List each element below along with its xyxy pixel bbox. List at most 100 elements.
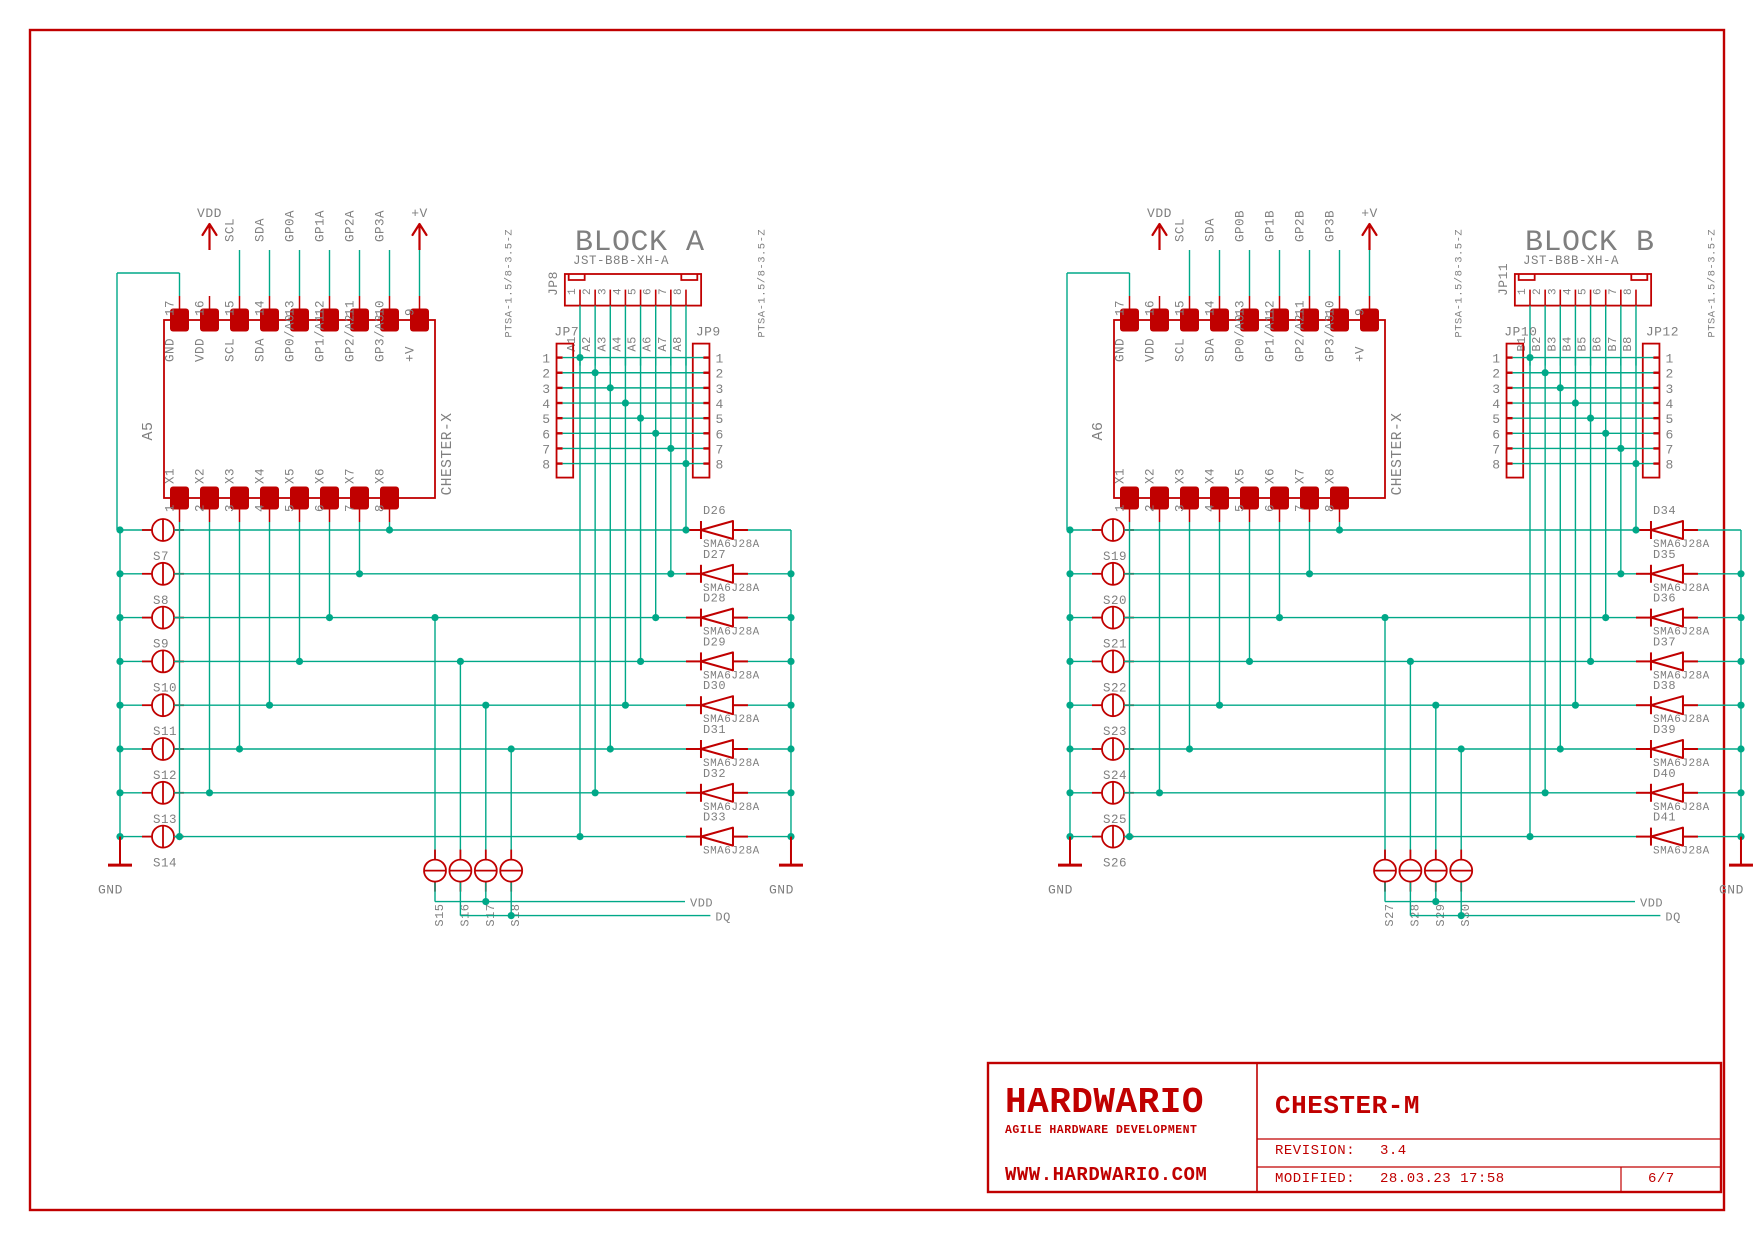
svg-text:12: 12	[1264, 300, 1278, 316]
svg-text:GP1A: GP1A	[314, 210, 328, 242]
svg-text:SMA6J28A: SMA6J28A	[1653, 846, 1710, 858]
svg-text:D35: D35	[1653, 548, 1676, 562]
svg-text:GP3/A3: GP3/A3	[1324, 314, 1338, 362]
svg-text:6: 6	[1492, 427, 1500, 442]
svg-text:GP0A: GP0A	[284, 210, 298, 242]
svg-text:D32: D32	[703, 767, 726, 781]
svg-text:HARDWARIO: HARDWARIO	[1005, 1082, 1204, 1123]
svg-text:X1: X1	[1114, 468, 1128, 484]
svg-text:4: 4	[542, 397, 550, 412]
svg-text:DQ: DQ	[1665, 911, 1680, 925]
svg-text:2: 2	[194, 504, 208, 512]
svg-text:1: 1	[164, 504, 178, 512]
svg-text:+V: +V	[1361, 206, 1378, 221]
svg-text:16: 16	[1144, 300, 1158, 316]
svg-text:3: 3	[1492, 382, 1500, 397]
svg-text:JP7: JP7	[554, 325, 579, 340]
svg-text:17: 17	[164, 300, 178, 316]
svg-text:3: 3	[1174, 504, 1188, 512]
svg-text:GP1/A1: GP1/A1	[314, 314, 328, 362]
svg-text:10: 10	[374, 300, 388, 316]
svg-text:SCL: SCL	[1174, 218, 1188, 242]
svg-text:D33: D33	[703, 811, 726, 825]
svg-text:3: 3	[224, 504, 238, 512]
svg-text:GND: GND	[164, 338, 178, 362]
svg-text:A6: A6	[1090, 421, 1107, 440]
svg-text:GP1/A1: GP1/A1	[1264, 314, 1278, 362]
svg-text:4: 4	[1204, 504, 1218, 512]
svg-text:GP0B: GP0B	[1234, 210, 1248, 242]
svg-text:X2: X2	[194, 468, 208, 484]
svg-text:S12: S12	[153, 769, 177, 783]
svg-text:B5: B5	[1576, 336, 1590, 351]
svg-text:1: 1	[1114, 504, 1128, 512]
svg-text:D34: D34	[1653, 504, 1676, 518]
svg-text:14: 14	[254, 300, 268, 316]
svg-text:A6: A6	[641, 336, 655, 351]
svg-text:1: 1	[1665, 352, 1673, 367]
svg-text:7: 7	[344, 504, 358, 512]
svg-text:3.4: 3.4	[1380, 1143, 1407, 1159]
svg-text:S8: S8	[153, 594, 169, 608]
svg-text:13: 13	[1234, 300, 1248, 316]
svg-text:S10: S10	[153, 681, 177, 695]
svg-text:D28: D28	[703, 592, 726, 606]
svg-text:B3: B3	[1545, 336, 1559, 351]
svg-text:PTSA-1.5/8-3.5-Z: PTSA-1.5/8-3.5-Z	[1453, 229, 1465, 338]
svg-text:7: 7	[658, 288, 670, 295]
svg-text:2: 2	[582, 288, 594, 295]
svg-text:CHESTER-X: CHESTER-X	[440, 413, 456, 496]
svg-text:SDA: SDA	[254, 218, 268, 242]
svg-text:D41: D41	[1653, 811, 1676, 825]
svg-text:B6: B6	[1591, 336, 1605, 351]
svg-text:X4: X4	[1204, 468, 1218, 484]
svg-text:VDD: VDD	[1147, 206, 1172, 221]
svg-text:X1: X1	[164, 468, 178, 484]
svg-text:X5: X5	[1234, 468, 1248, 484]
svg-text:S7: S7	[153, 550, 169, 564]
svg-text:SMA6J28A: SMA6J28A	[703, 846, 760, 858]
svg-text:GP3/A3: GP3/A3	[374, 314, 388, 362]
svg-text:CHESTER-X: CHESTER-X	[1390, 413, 1406, 496]
svg-text:S22: S22	[1103, 681, 1127, 695]
svg-text:S24: S24	[1103, 769, 1127, 783]
svg-text:15: 15	[1174, 300, 1188, 316]
svg-text:6: 6	[1264, 504, 1278, 512]
svg-text:GP0/A0: GP0/A0	[284, 314, 298, 362]
svg-text:7: 7	[1294, 504, 1308, 512]
svg-text:1: 1	[567, 288, 579, 295]
svg-text:JST-B8B-XH-A: JST-B8B-XH-A	[573, 254, 669, 268]
svg-text:11: 11	[344, 300, 358, 316]
svg-text:S20: S20	[1103, 594, 1127, 608]
svg-text:X8: X8	[1324, 468, 1338, 484]
svg-text:GND: GND	[1719, 883, 1744, 898]
svg-text:VDD: VDD	[1640, 897, 1663, 911]
svg-text:GP2/A2: GP2/A2	[344, 314, 358, 362]
svg-text:PTSA-1.5/8-3.5-Z: PTSA-1.5/8-3.5-Z	[756, 229, 768, 338]
svg-text:D39: D39	[1653, 723, 1676, 737]
svg-text:A5: A5	[626, 336, 640, 351]
svg-text:5: 5	[542, 412, 550, 427]
svg-text:5: 5	[1665, 412, 1673, 427]
svg-text:1: 1	[1492, 352, 1500, 367]
svg-text:S9: S9	[153, 638, 169, 652]
svg-text:WWW.HARDWARIO.COM: WWW.HARDWARIO.COM	[1005, 1164, 1207, 1186]
svg-text:17: 17	[1114, 300, 1128, 316]
svg-text:GP3B: GP3B	[1324, 210, 1338, 242]
svg-text:SCL: SCL	[224, 338, 238, 362]
svg-text:7: 7	[542, 442, 550, 457]
svg-text:8: 8	[673, 288, 685, 295]
svg-text:REVISION:: REVISION:	[1275, 1143, 1355, 1159]
svg-text:VDD: VDD	[197, 206, 222, 221]
svg-text:GP3A: GP3A	[374, 210, 388, 242]
svg-text:2: 2	[542, 367, 550, 382]
svg-text:1: 1	[1517, 288, 1529, 295]
svg-text:X3: X3	[1174, 468, 1188, 484]
svg-text:6: 6	[314, 504, 328, 512]
svg-text:13: 13	[284, 300, 298, 316]
svg-text:S25: S25	[1103, 813, 1127, 827]
svg-text:1: 1	[542, 352, 550, 367]
svg-text:4: 4	[715, 397, 723, 412]
svg-text:JP8: JP8	[546, 271, 561, 296]
svg-text:DQ: DQ	[715, 911, 730, 925]
